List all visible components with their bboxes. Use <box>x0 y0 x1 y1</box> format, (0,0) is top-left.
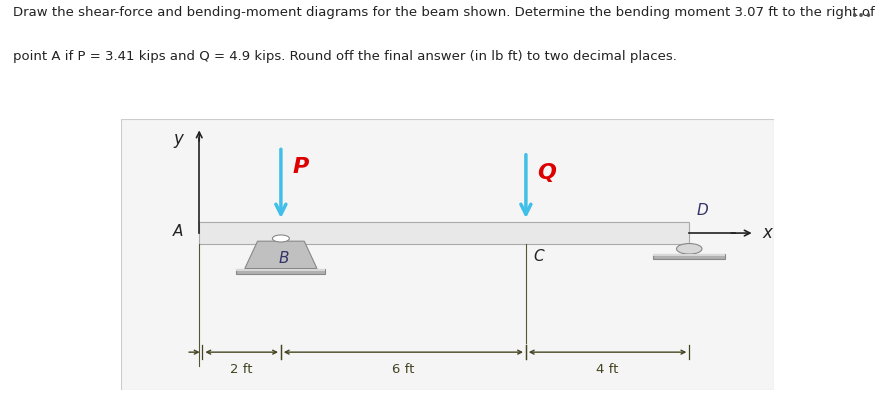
Polygon shape <box>245 241 316 269</box>
Text: x: x <box>762 224 772 242</box>
FancyBboxPatch shape <box>653 254 724 256</box>
Text: B: B <box>279 251 289 266</box>
Text: 6 ft: 6 ft <box>392 363 414 376</box>
FancyBboxPatch shape <box>199 222 688 244</box>
Text: D: D <box>696 203 708 218</box>
Text: C: C <box>533 249 544 264</box>
Circle shape <box>676 244 701 254</box>
Text: point A if P = 3.41 kips and Q = 4.9 kips. Round off the final answer (in lb ft): point A if P = 3.41 kips and Q = 4.9 kip… <box>13 50 677 63</box>
FancyBboxPatch shape <box>236 269 325 271</box>
FancyBboxPatch shape <box>236 269 325 274</box>
Text: 2 ft: 2 ft <box>230 363 253 376</box>
Text: P: P <box>292 157 308 177</box>
Text: A: A <box>173 224 182 239</box>
Text: Q: Q <box>537 163 556 183</box>
Text: Draw the shear-force and bending-moment diagrams for the beam shown. Determine t: Draw the shear-force and bending-moment … <box>13 6 874 19</box>
Text: y: y <box>173 130 182 148</box>
Circle shape <box>272 235 289 242</box>
Text: •••: ••• <box>849 10 872 23</box>
Text: 4 ft: 4 ft <box>595 363 618 376</box>
FancyBboxPatch shape <box>121 119 773 390</box>
FancyBboxPatch shape <box>653 254 724 259</box>
